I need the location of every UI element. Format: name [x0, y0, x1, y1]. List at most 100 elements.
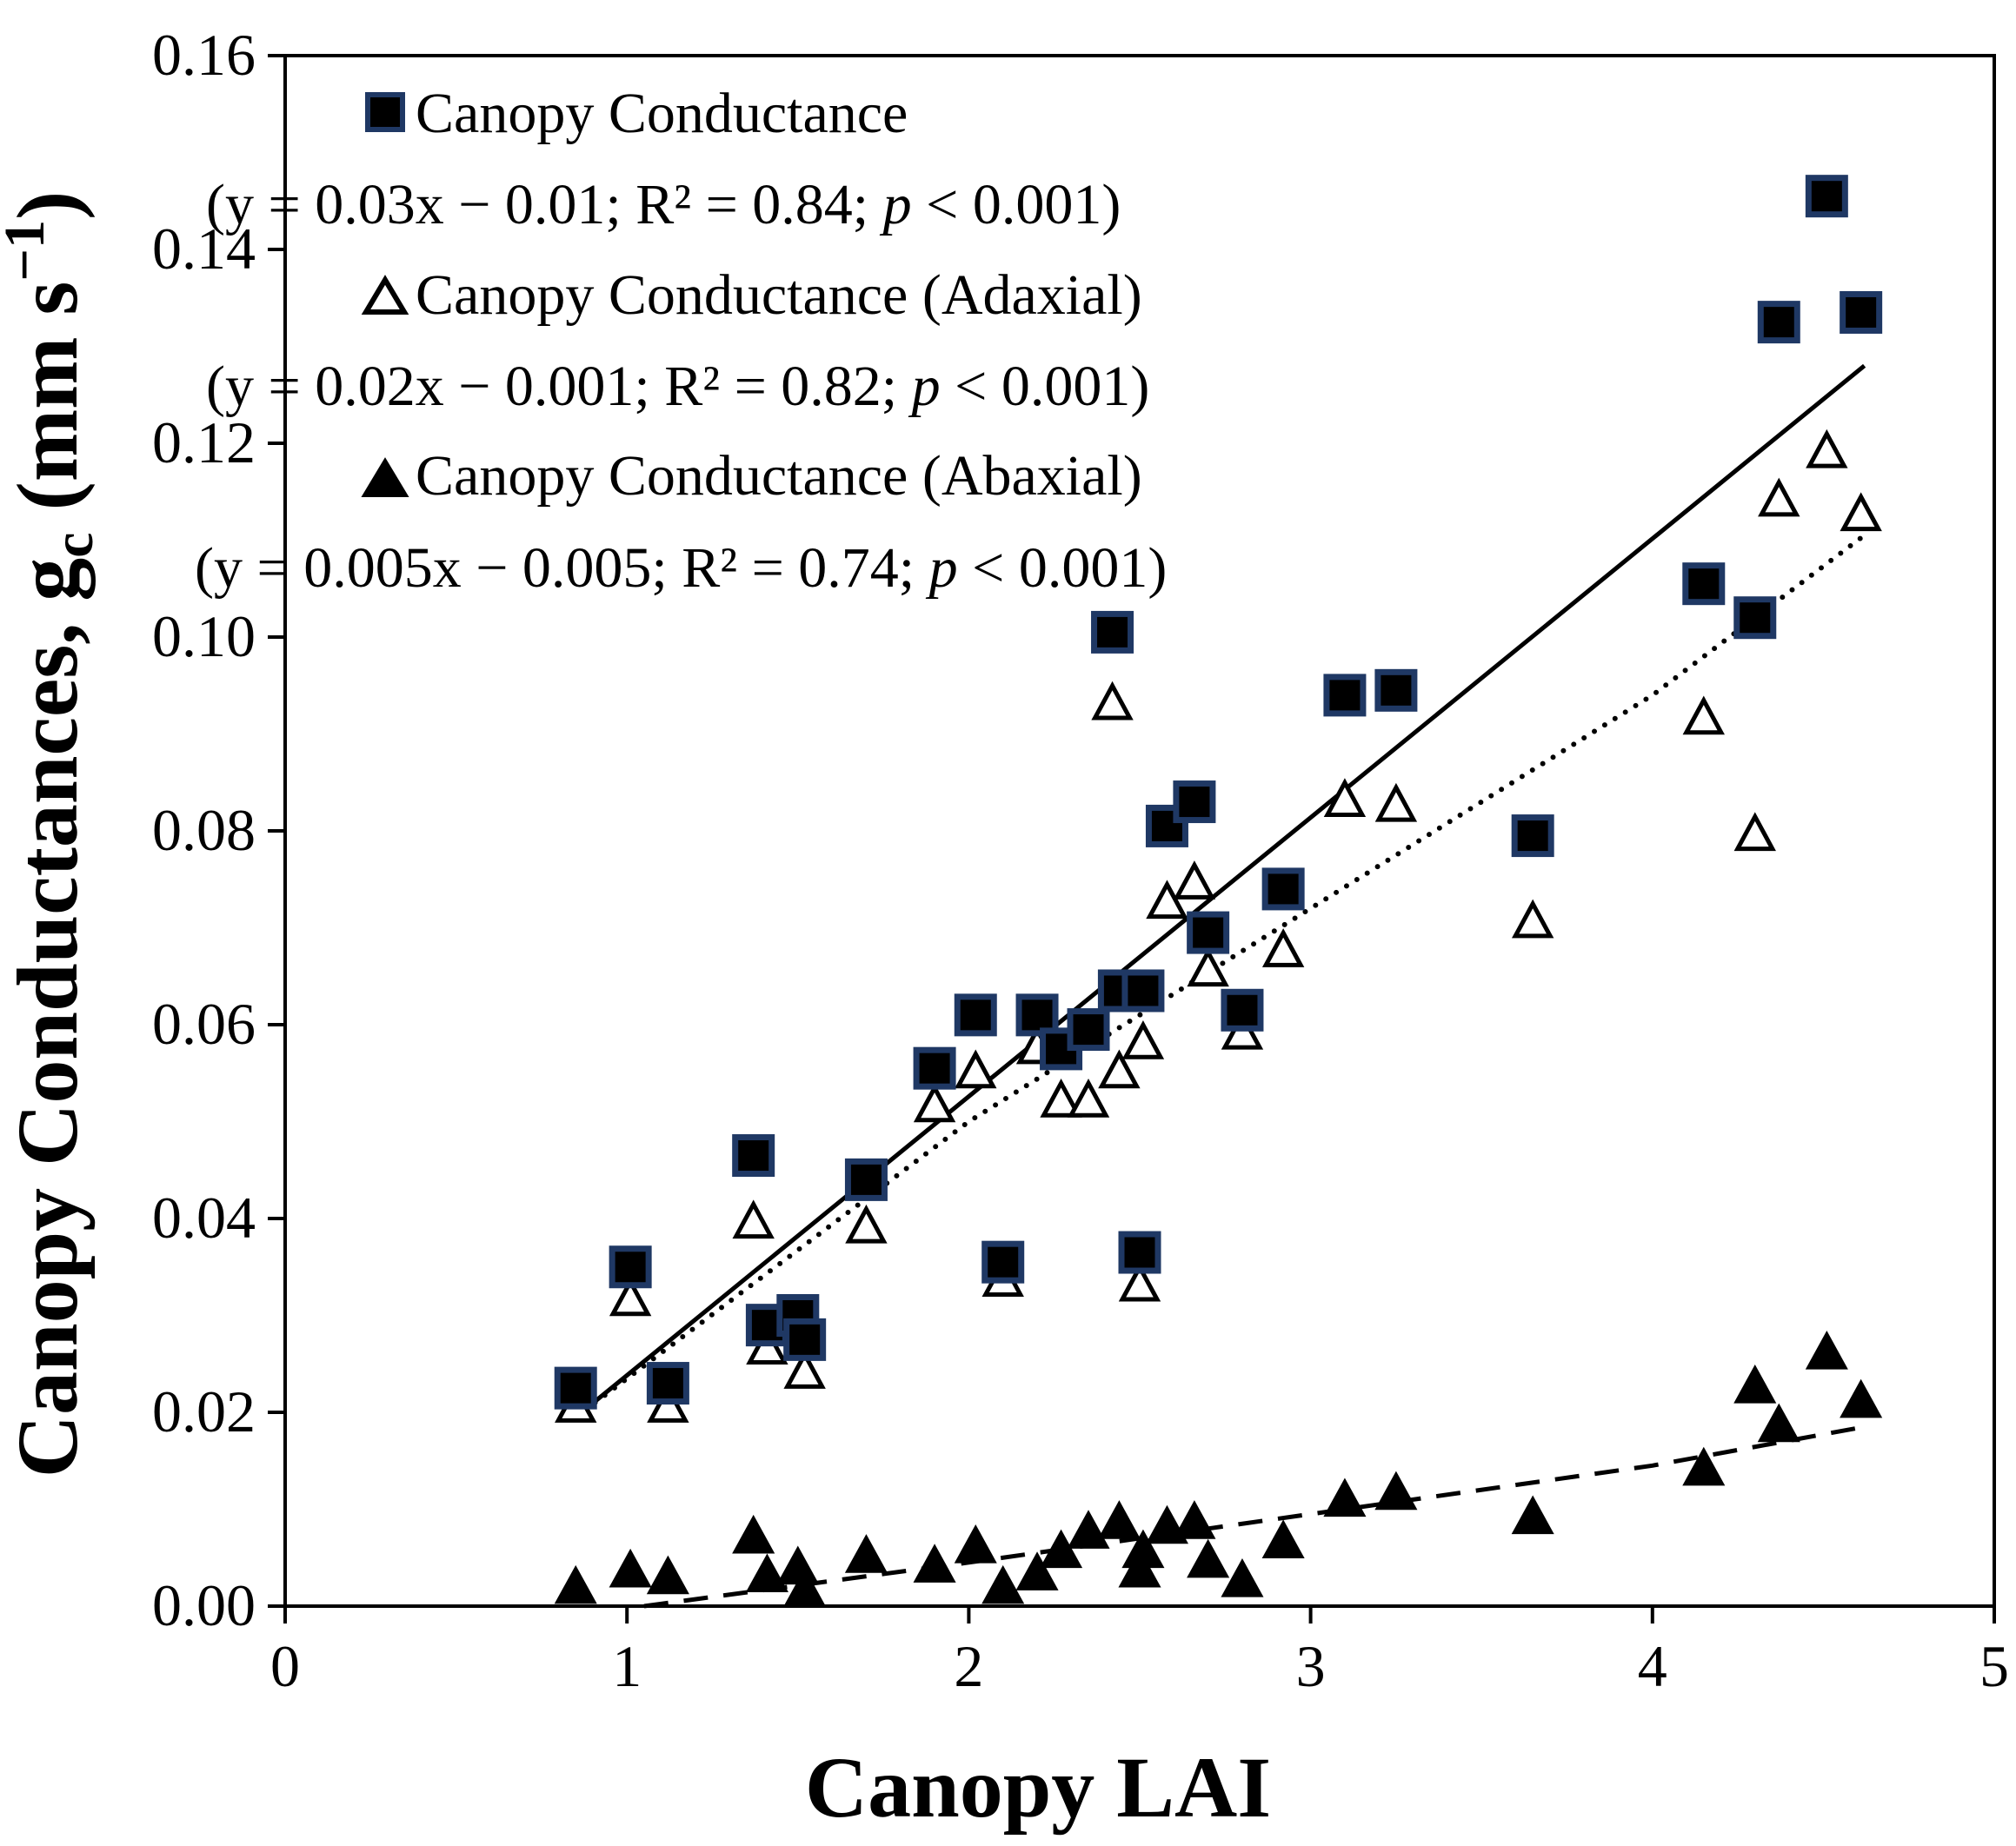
point-abaxial — [1805, 1330, 1848, 1370]
point-adaxial — [732, 1199, 775, 1239]
point-canopy-conductance — [783, 1318, 827, 1361]
legend-stats-adaxial-post: < 0.001) — [941, 355, 1150, 418]
point-canopy-conductance — [1805, 175, 1848, 218]
point-adaxial — [1261, 928, 1305, 967]
point-canopy-conductance — [1221, 988, 1264, 1032]
point-adaxial — [1098, 1049, 1141, 1089]
point-canopy-conductance — [732, 1134, 775, 1178]
point-canopy-conductance — [981, 1240, 1025, 1284]
legend-stats-canopy-pre: (y = 0.03x − 0.01; R² = 0.84; — [206, 173, 883, 236]
point-adaxial — [1758, 477, 1800, 517]
y-axis-title-sub: c — [42, 532, 105, 557]
y-tick-label: 0.06 — [152, 991, 256, 1057]
point-canopy-conductance — [554, 1366, 597, 1410]
point-abaxial — [1173, 1500, 1216, 1539]
point-canopy-conductance — [1118, 1231, 1161, 1274]
data-points — [554, 175, 1883, 1607]
point-adaxial — [1187, 947, 1229, 987]
y-tick-label: 0.08 — [152, 797, 256, 863]
point-abaxial — [776, 1545, 820, 1585]
point-canopy-conductance — [1757, 301, 1800, 344]
trendline-dashed — [643, 1424, 1866, 1609]
legend-open-triangle-marker — [361, 275, 409, 315]
point-adaxial — [1323, 778, 1367, 818]
point-canopy-conductance — [954, 993, 997, 1037]
point-canopy-conductance — [1091, 610, 1134, 654]
x-tick-label: 3 — [1296, 1633, 1326, 1699]
point-adaxial — [1067, 1078, 1110, 1118]
x-tick-label: 1 — [612, 1633, 642, 1699]
x-tick-label: 4 — [1638, 1633, 1667, 1699]
legend-stats-canopy-post: < 0.001) — [912, 173, 1121, 236]
point-adaxial — [1374, 782, 1418, 822]
y-tick-label: 0.00 — [152, 1572, 256, 1638]
point-canopy-conductance — [646, 1362, 689, 1405]
point-adaxial — [913, 1083, 956, 1123]
point-abaxial — [732, 1514, 775, 1554]
point-abaxial — [1097, 1500, 1141, 1539]
y-tick-label: 0.12 — [152, 409, 256, 475]
point-abaxial — [745, 1553, 788, 1593]
point-canopy-conductance — [1187, 911, 1230, 954]
point-abaxial — [1323, 1477, 1367, 1517]
point-adaxial — [1040, 1078, 1082, 1118]
point-abaxial — [1187, 1538, 1230, 1578]
point-abaxial — [1015, 1551, 1059, 1590]
point-abaxial — [844, 1534, 888, 1573]
point-abaxial — [1374, 1471, 1418, 1511]
point-adaxial — [1091, 681, 1134, 720]
trend-lines — [573, 363, 1867, 1609]
point-adaxial — [845, 1204, 888, 1244]
legend-stats-canopy: (y = 0.03x − 0.01; R² = 0.84; p < 0.001) — [206, 173, 1121, 236]
point-abaxial — [1261, 1519, 1305, 1559]
legend-label-adaxial: Canopy Conductance (Adaxial) — [416, 263, 1142, 327]
point-canopy-conductance — [1374, 668, 1418, 712]
legend-stats-adaxial-pre: (y = 0.02x − 0.001; R² = 0.82; — [206, 355, 912, 418]
point-canopy-conductance — [1733, 596, 1777, 640]
point-canopy-conductance — [1261, 867, 1305, 911]
y-tick-label: 0.10 — [152, 603, 256, 669]
y-tick-label: 0.14 — [152, 216, 256, 282]
point-adaxial — [1118, 1262, 1161, 1302]
point-adaxial — [1146, 880, 1188, 920]
point-abaxial — [1511, 1495, 1554, 1535]
point-abaxial — [954, 1524, 997, 1564]
legend-stats-abaxial-pre: (y = 0.005x − 0.005; R² = 0.74; — [195, 536, 929, 600]
y-axis-title-unit-close: ) — [0, 191, 96, 220]
y-tick-label: 0.02 — [152, 1378, 256, 1444]
point-adaxial — [1840, 492, 1882, 532]
y-tick-label: 0.04 — [152, 1185, 256, 1251]
point-adaxial — [1733, 812, 1776, 852]
point-canopy-conductance — [1121, 969, 1165, 1013]
point-canopy-conductance — [913, 1046, 956, 1090]
y-axis-title: Canopy Conductances, gc (mm s−1) — [0, 191, 105, 1478]
point-canopy-conductance — [1511, 814, 1554, 858]
point-abaxial — [783, 1568, 827, 1607]
point-canopy-conductance — [1015, 993, 1059, 1037]
legend-square-marker — [365, 92, 405, 132]
trendline-solid — [574, 363, 1866, 1419]
point-abaxial — [1757, 1403, 1800, 1443]
legend-stats-adaxial: (y = 0.02x − 0.001; R² = 0.82; p < 0.001… — [206, 355, 1149, 418]
point-abaxial — [1682, 1446, 1726, 1486]
y-axis-title-unit-sup: −1 — [0, 220, 57, 282]
x-tick-label: 5 — [1979, 1633, 2009, 1699]
y-axis-title-unit: (mm s — [0, 282, 96, 533]
point-adaxial — [1806, 428, 1848, 468]
point-canopy-conductance — [1682, 562, 1726, 606]
legend-stats-canopy-p: p — [880, 173, 912, 236]
point-canopy-conductance — [1323, 674, 1367, 717]
legend-stats-abaxial: (y = 0.005x − 0.005; R² = 0.74; p < 0.00… — [195, 536, 1167, 600]
x-axis-title: Canopy LAI — [805, 1739, 1271, 1836]
point-adaxial — [1511, 899, 1554, 939]
legend-label-canopy: Canopy Conductance — [416, 82, 908, 145]
legend-stats-adaxial-p: p — [908, 355, 941, 418]
legend-label-abaxial: Canopy Conductance (Abaxial) — [416, 444, 1142, 508]
point-canopy-conductance — [844, 1158, 888, 1201]
point-canopy-conductance — [609, 1245, 652, 1289]
point-adaxial — [955, 1049, 997, 1089]
point-adaxial — [609, 1277, 652, 1317]
point-adaxial — [783, 1350, 826, 1389]
point-abaxial — [646, 1555, 689, 1595]
